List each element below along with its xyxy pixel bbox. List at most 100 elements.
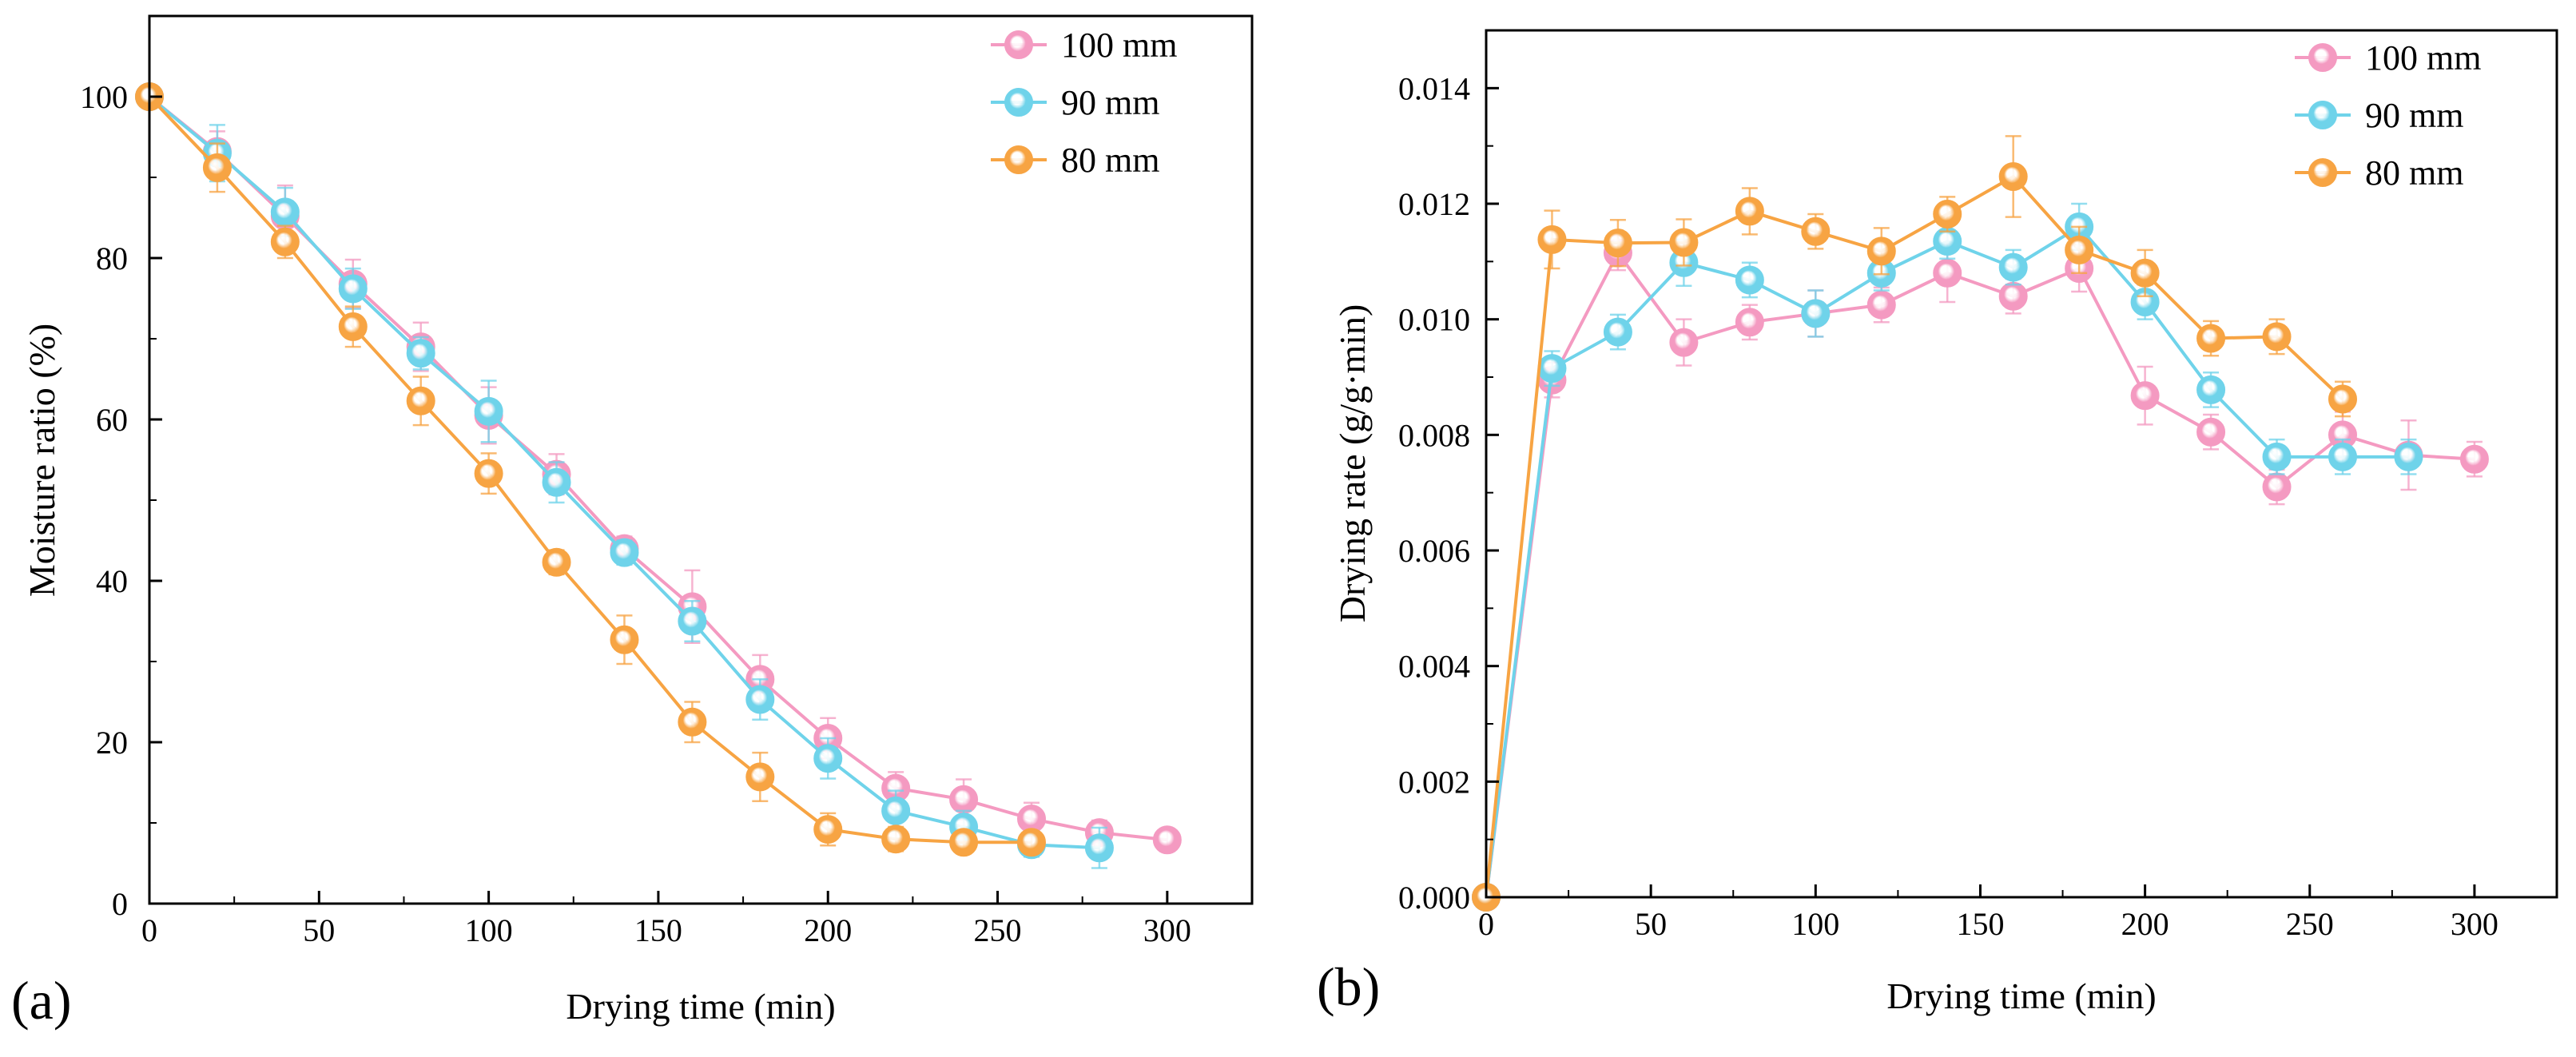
x-tick-label: 50 <box>1635 906 1667 942</box>
series-90-mm <box>135 82 1114 869</box>
plot-b-marks <box>1472 135 2489 912</box>
data-point <box>1669 228 1699 257</box>
panel-a-label: (a) <box>11 970 71 1031</box>
data-point <box>338 274 368 304</box>
series-100-mm <box>135 82 1182 855</box>
data-point <box>678 606 707 636</box>
data-point <box>881 825 911 854</box>
data-point <box>1017 828 1046 857</box>
data-point <box>406 386 435 415</box>
panel-b: 0 50 100 150 200 250 300 0.0000.0020.0040.0060… <box>1317 29 2558 1017</box>
y-tick-label: 40 <box>96 563 128 599</box>
y-tick-label: 0.008 <box>1398 417 1470 453</box>
data-point <box>2196 375 2226 404</box>
data-point <box>813 815 843 844</box>
data-point <box>745 685 775 714</box>
plot-a-y-axis-title: Moisture ratio (%) <box>22 324 62 597</box>
data-point <box>1933 258 1962 288</box>
legend-label: 100 mm <box>2365 38 2481 77</box>
data-point <box>2394 442 2423 471</box>
panel-b-label: (b) <box>1317 956 1380 1017</box>
y-tick-label: 0.004 <box>1398 649 1470 685</box>
legend-label: 90 mm <box>2365 96 2463 135</box>
plot-a-frame <box>148 14 1254 905</box>
series-line <box>1485 174 2344 898</box>
x-tick-label: 50 <box>303 912 335 948</box>
series-90-mm <box>1472 202 2423 912</box>
data-point <box>1603 317 1632 347</box>
data-point <box>2262 322 2292 352</box>
data-point <box>1735 265 1764 295</box>
legend-swatch-marker <box>2308 158 2337 187</box>
y-tick-label: 0.014 <box>1398 70 1470 106</box>
data-point <box>1801 217 1831 246</box>
data-point <box>610 538 639 567</box>
y-tick-label: 0.000 <box>1398 880 1470 916</box>
data-point <box>202 153 232 182</box>
legend-item: 80 mm <box>991 141 1159 180</box>
legend-item: 100 mm <box>991 26 1177 65</box>
data-point <box>2130 258 2160 288</box>
plot-b-x-axis-title: Drying time (min) <box>1886 976 2156 1016</box>
data-point <box>1998 252 2028 282</box>
legend-label: 90 mm <box>1061 83 1159 122</box>
plot-a-legend: 100 mm 90 mm 80 mm <box>991 26 1177 180</box>
data-point <box>2196 417 2226 447</box>
data-point <box>406 339 435 368</box>
panel-a: 0 50 100 150 200 250 300 0 20 40 60 80 100 Drying t… <box>11 14 1254 1031</box>
data-point <box>542 547 571 577</box>
legend-swatch-marker <box>2308 43 2337 72</box>
legend-label: 80 mm <box>1061 141 1159 180</box>
plot-b-x-axis: 0 50 100 150 200 250 300 <box>1478 884 2498 942</box>
data-point <box>2459 444 2489 474</box>
data-point <box>1152 825 1182 855</box>
series-line <box>148 95 1168 842</box>
data-point <box>1866 290 1896 320</box>
data-point <box>474 396 503 426</box>
plot-a-marks <box>135 82 1182 869</box>
x-tick-label: 100 <box>1791 906 1839 942</box>
data-point <box>1933 200 1962 229</box>
data-point <box>610 625 639 654</box>
data-point <box>1735 197 1764 226</box>
x-tick-label: 250 <box>974 912 1022 948</box>
y-tick-label: 20 <box>96 725 128 761</box>
data-point <box>1801 299 1831 328</box>
data-point <box>1735 308 1764 337</box>
x-tick-label: 200 <box>2121 906 2169 942</box>
data-point <box>881 796 911 825</box>
data-point <box>270 197 300 227</box>
data-point <box>542 467 571 497</box>
data-point <box>2328 384 2357 414</box>
data-point <box>474 459 503 488</box>
series-80-mm <box>135 82 1046 857</box>
x-tick-label: 300 <box>2451 906 2498 942</box>
legend-swatch-marker <box>1004 145 1033 174</box>
data-point <box>338 312 368 341</box>
data-point <box>949 785 979 814</box>
legend-item: 90 mm <box>2295 96 2463 135</box>
data-point <box>2262 472 2292 502</box>
plot-a-x-axis-title: Drying time (min) <box>566 986 835 1027</box>
y-tick-label: 60 <box>96 402 128 438</box>
plot-a-y-axis: 0 20 40 60 80 100 <box>80 79 162 922</box>
legend-swatch-marker <box>1004 88 1033 117</box>
x-tick-label: 200 <box>804 912 852 948</box>
legend-item: 80 mm <box>2295 153 2463 193</box>
plot-a-x-axis: 0 50 100 150 200 250 300 <box>141 891 1191 948</box>
x-tick-label: 0 <box>1478 906 1494 942</box>
data-point <box>1537 354 1567 383</box>
data-point <box>1998 162 2028 192</box>
data-point <box>949 828 979 857</box>
data-point <box>2196 324 2226 353</box>
data-point <box>2130 381 2160 411</box>
y-tick-label: 100 <box>80 79 128 115</box>
legend-item: 90 mm <box>991 83 1159 122</box>
legend-item: 100 mm <box>2295 38 2481 77</box>
plot-b-y-axis: 0.000 0.002 0.004 0.006 0.008 0.010 0.012 0.014 <box>1398 70 1499 916</box>
data-point <box>745 762 775 792</box>
data-point <box>1084 833 1114 863</box>
plot-b-y-axis-title: Drying rate (g/g·min) <box>1332 304 1373 623</box>
x-tick-label: 250 <box>2286 906 2334 942</box>
y-tick-label: 80 <box>96 240 128 276</box>
